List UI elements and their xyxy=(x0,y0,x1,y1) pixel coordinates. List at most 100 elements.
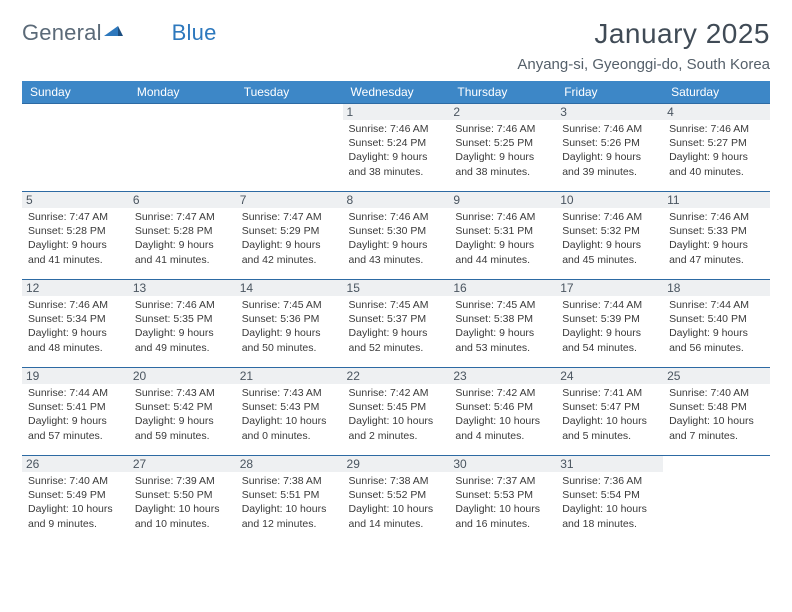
day-number: 12 xyxy=(22,280,129,296)
calendar-day-cell: 9 Sunrise: 7:46 AMSunset: 5:31 PMDaylight… xyxy=(449,192,556,280)
day-info: Sunrise: 7:43 AMSunset: 5:42 PMDaylight:… xyxy=(135,386,230,443)
day-info: Sunrise: 7:38 AMSunset: 5:52 PMDaylight:… xyxy=(349,474,444,531)
day-info: Sunrise: 7:45 AMSunset: 5:36 PMDaylight:… xyxy=(242,298,337,355)
day-info: Sunrise: 7:47 AMSunset: 5:29 PMDaylight:… xyxy=(242,210,337,267)
location-subtitle: Anyang-si, Gyeonggi-do, South Korea xyxy=(517,56,770,73)
day-number: 30 xyxy=(449,456,556,472)
day-number: 19 xyxy=(22,368,129,384)
calendar-day-cell: 19 Sunrise: 7:44 AMSunset: 5:41 PMDayligh… xyxy=(22,368,129,456)
day-number: 5 xyxy=(22,192,129,208)
calendar-day-cell: 22 Sunrise: 7:42 AMSunset: 5:45 PMDayligh… xyxy=(343,368,450,456)
day-number: 15 xyxy=(343,280,450,296)
day-number: 27 xyxy=(129,456,236,472)
logo-text-blue: Blue xyxy=(124,20,217,46)
day-number: 1 xyxy=(343,104,450,120)
calendar-day-cell: 27 Sunrise: 7:39 AMSunset: 5:50 PMDayligh… xyxy=(129,456,236,542)
header: General Blue January 2025 Anyang-si, Gyeo… xyxy=(22,18,770,73)
day-number: 21 xyxy=(236,368,343,384)
day-info: Sunrise: 7:42 AMSunset: 5:46 PMDaylight:… xyxy=(455,386,550,443)
weekday-header: Sunday xyxy=(22,81,129,104)
day-number: 17 xyxy=(556,280,663,296)
calendar-day-cell: 12 Sunrise: 7:46 AMSunset: 5:34 PMDayligh… xyxy=(22,280,129,368)
calendar-day-cell: 29Sunrise: 7:38 AMSunset: 5:52 PMDayligh… xyxy=(343,456,450,542)
weekday-header: Wednesday xyxy=(343,81,450,104)
calendar-day-cell: 17 Sunrise: 7:44 AMSunset: 5:39 PMDayligh… xyxy=(556,280,663,368)
day-number: 2 xyxy=(449,104,556,120)
day-info: Sunrise: 7:41 AMSunset: 5:47 PMDaylight:… xyxy=(562,386,657,443)
day-info: Sunrise: 7:44 AMSunset: 5:41 PMDaylight:… xyxy=(28,386,123,443)
day-number: 10 xyxy=(556,192,663,208)
day-info: Sunrise: 7:46 AMSunset: 5:31 PMDaylight:… xyxy=(455,210,550,267)
calendar-day-cell: 14 Sunrise: 7:45 AMSunset: 5:36 PMDayligh… xyxy=(236,280,343,368)
calendar-day-cell xyxy=(236,104,343,192)
day-info: Sunrise: 7:47 AMSunset: 5:28 PMDaylight:… xyxy=(28,210,123,267)
calendar-day-cell: 25 Sunrise: 7:40 AMSunset: 5:48 PMDayligh… xyxy=(663,368,770,456)
day-number: 31 xyxy=(556,456,663,472)
day-number: 8 xyxy=(343,192,450,208)
weekday-header: Thursday xyxy=(449,81,556,104)
calendar-day-cell: 23Sunrise: 7:42 AMSunset: 5:46 PMDayligh… xyxy=(449,368,556,456)
calendar-day-cell: 13Sunrise: 7:46 AMSunset: 5:35 PMDayligh… xyxy=(129,280,236,368)
day-number: 13 xyxy=(129,280,236,296)
day-info: Sunrise: 7:44 AMSunset: 5:40 PMDaylight:… xyxy=(669,298,764,355)
calendar-day-cell: 5 Sunrise: 7:47 AMSunset: 5:28 PMDaylight… xyxy=(22,192,129,280)
day-number: 26 xyxy=(22,456,129,472)
logo-flag-icon xyxy=(104,18,124,44)
calendar-header-row: SundayMondayTuesdayWednesdayThursdayFrid… xyxy=(22,81,770,104)
day-info: Sunrise: 7:40 AMSunset: 5:49 PMDaylight:… xyxy=(28,474,123,531)
day-info: Sunrise: 7:44 AMSunset: 5:39 PMDaylight:… xyxy=(562,298,657,355)
day-info: Sunrise: 7:46 AMSunset: 5:27 PMDaylight:… xyxy=(669,122,764,179)
weekday-header: Tuesday xyxy=(236,81,343,104)
day-info: Sunrise: 7:45 AMSunset: 5:37 PMDaylight:… xyxy=(349,298,444,355)
day-info: Sunrise: 7:36 AMSunset: 5:54 PMDaylight:… xyxy=(562,474,657,531)
calendar-week-row: 1Sunrise: 7:46 AMSunset: 5:24 PMDaylight… xyxy=(22,104,770,192)
day-info: Sunrise: 7:45 AMSunset: 5:38 PMDaylight:… xyxy=(455,298,550,355)
calendar-week-row: 19 Sunrise: 7:44 AMSunset: 5:41 PMDayligh… xyxy=(22,368,770,456)
day-number: 20 xyxy=(129,368,236,384)
day-info: Sunrise: 7:43 AMSunset: 5:43 PMDaylight:… xyxy=(242,386,337,443)
day-number: 25 xyxy=(663,368,770,384)
day-number: 16 xyxy=(449,280,556,296)
day-info: Sunrise: 7:47 AMSunset: 5:28 PMDaylight:… xyxy=(135,210,230,267)
weekday-header: Friday xyxy=(556,81,663,104)
title-block: January 2025 Anyang-si, Gyeonggi-do, Sou… xyxy=(517,18,770,73)
day-info: Sunrise: 7:46 AMSunset: 5:34 PMDaylight:… xyxy=(28,298,123,355)
calendar-day-cell: 3 Sunrise: 7:46 AMSunset: 5:26 PMDaylight… xyxy=(556,104,663,192)
day-number: 14 xyxy=(236,280,343,296)
calendar-day-cell: 15 Sunrise: 7:45 AMSunset: 5:37 PMDayligh… xyxy=(343,280,450,368)
day-number: 24 xyxy=(556,368,663,384)
calendar-day-cell: 4 Sunrise: 7:46 AMSunset: 5:27 PMDaylight… xyxy=(663,104,770,192)
calendar-body: 1Sunrise: 7:46 AMSunset: 5:24 PMDaylight… xyxy=(22,104,770,542)
day-number: 18 xyxy=(663,280,770,296)
weekday-header: Saturday xyxy=(663,81,770,104)
day-number: 22 xyxy=(343,368,450,384)
day-info: Sunrise: 7:37 AMSunset: 5:53 PMDaylight:… xyxy=(455,474,550,531)
logo: General Blue xyxy=(22,18,217,46)
day-info: Sunrise: 7:40 AMSunset: 5:48 PMDaylight:… xyxy=(669,386,764,443)
calendar-day-cell xyxy=(129,104,236,192)
day-info: Sunrise: 7:46 AMSunset: 5:32 PMDaylight:… xyxy=(562,210,657,267)
page-title: January 2025 xyxy=(517,18,770,50)
day-info: Sunrise: 7:46 AMSunset: 5:30 PMDaylight:… xyxy=(349,210,444,267)
day-number: 6 xyxy=(129,192,236,208)
calendar-day-cell: 8 Sunrise: 7:46 AMSunset: 5:30 PMDaylight… xyxy=(343,192,450,280)
calendar-day-cell: 26 Sunrise: 7:40 AMSunset: 5:49 PMDayligh… xyxy=(22,456,129,542)
day-info: Sunrise: 7:46 AMSunset: 5:26 PMDaylight:… xyxy=(562,122,657,179)
calendar-week-row: 26 Sunrise: 7:40 AMSunset: 5:49 PMDayligh… xyxy=(22,456,770,542)
calendar-week-row: 12 Sunrise: 7:46 AMSunset: 5:34 PMDayligh… xyxy=(22,280,770,368)
calendar-day-cell: 21 Sunrise: 7:43 AMSunset: 5:43 PMDayligh… xyxy=(236,368,343,456)
day-number: 3 xyxy=(556,104,663,120)
calendar-day-cell: 11Sunrise: 7:46 AMSunset: 5:33 PMDayligh… xyxy=(663,192,770,280)
calendar-day-cell: 24 Sunrise: 7:41 AMSunset: 5:47 PMDayligh… xyxy=(556,368,663,456)
day-number: 9 xyxy=(449,192,556,208)
weekday-header: Monday xyxy=(129,81,236,104)
calendar-day-cell: 1Sunrise: 7:46 AMSunset: 5:24 PMDaylight… xyxy=(343,104,450,192)
day-number: 4 xyxy=(663,104,770,120)
day-info: Sunrise: 7:39 AMSunset: 5:50 PMDaylight:… xyxy=(135,474,230,531)
calendar-day-cell: 31 Sunrise: 7:36 AMSunset: 5:54 PMDayligh… xyxy=(556,456,663,542)
calendar-day-cell xyxy=(22,104,129,192)
day-number: 7 xyxy=(236,192,343,208)
calendar-day-cell: 16 Sunrise: 7:45 AMSunset: 5:38 PMDayligh… xyxy=(449,280,556,368)
logo-text-general: General xyxy=(22,20,102,45)
day-info: Sunrise: 7:42 AMSunset: 5:45 PMDaylight:… xyxy=(349,386,444,443)
